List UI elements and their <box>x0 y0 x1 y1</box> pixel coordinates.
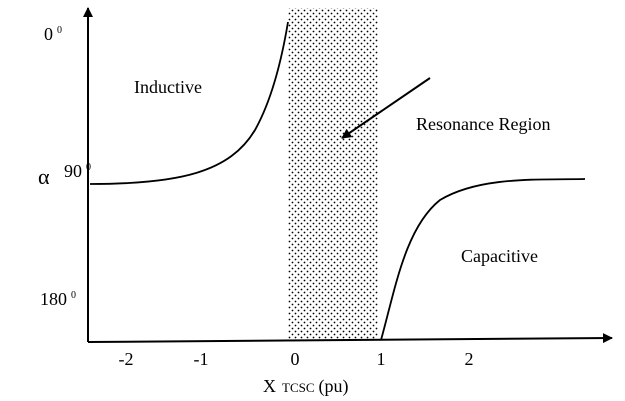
x-axis-title: X TCSC (pu) <box>263 376 349 397</box>
y-label: 90 0 <box>64 161 91 181</box>
x-axis <box>87 333 613 344</box>
x-tick-label: 1 <box>377 349 386 369</box>
inductive-curve <box>89 21 289 185</box>
y-label: 180 0 <box>40 289 76 309</box>
x-tick-label: 0 <box>291 349 300 369</box>
x-title-subscript: TCSC <box>282 380 315 395</box>
resonance-band <box>288 8 378 340</box>
y-label-value: 180 <box>40 289 67 309</box>
region-label: Capacitive <box>461 246 538 266</box>
y-label-degree: 0 <box>71 290 76 301</box>
capacitive-curve <box>380 178 586 341</box>
x-title-unit: (pu) <box>319 376 349 397</box>
y-symbol: α <box>38 164 50 189</box>
pointer-arrow <box>341 77 431 139</box>
y-label-value: 90 <box>64 161 82 181</box>
x-tick-label: 2 <box>465 349 474 369</box>
x-tick-label: -1 <box>194 349 209 369</box>
region-label: Inductive <box>134 77 202 97</box>
region-label: Resonance Region <box>416 114 550 134</box>
y-label-value: 0 <box>44 24 53 44</box>
x-tick-label: -2 <box>119 349 134 369</box>
y-label-degree: 0 <box>86 162 91 173</box>
x-title-main: X <box>263 376 276 396</box>
y-label-degree: 0 <box>57 25 62 36</box>
